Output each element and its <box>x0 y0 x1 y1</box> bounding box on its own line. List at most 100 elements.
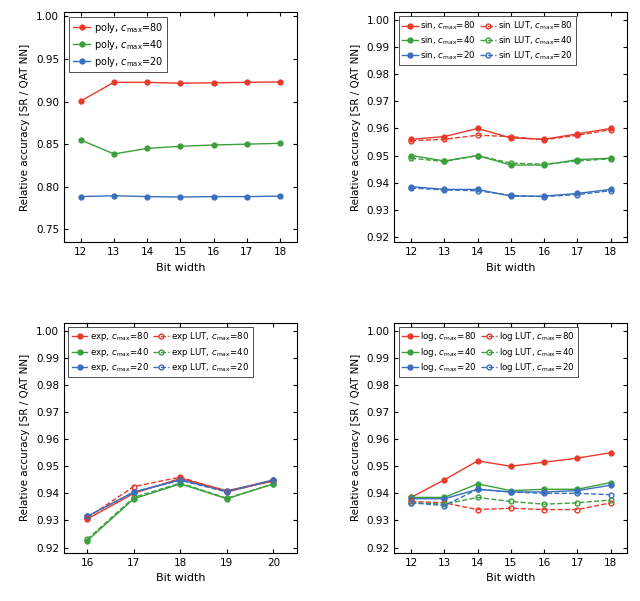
sin LUT, $c_{\rm max}$=20 <box>440 186 448 194</box>
sin, $c_{\rm max}$=80 <box>573 130 581 138</box>
sin, $c_{\rm max}$=80 <box>474 125 481 132</box>
Line: sin LUT, $c_{\rm max}$=20: sin LUT, $c_{\rm max}$=20 <box>409 186 613 199</box>
exp, $c_{\rm max}$=40 <box>130 495 138 502</box>
sin LUT, $c_{\rm max}$=80 <box>440 136 448 143</box>
sin, $c_{\rm max}$=20 <box>607 186 614 193</box>
log LUT, $c_{\rm max}$=80 <box>573 506 581 513</box>
log, $c_{\rm max}$=80 <box>540 459 548 466</box>
sin, $c_{\rm max}$=20 <box>507 192 515 200</box>
log, $c_{\rm max}$=20 <box>440 495 448 502</box>
poly, $c_{\rm max}$=80 <box>110 79 118 86</box>
Legend: exp, $c_{\rm max}$=80, exp, $c_{\rm max}$=40, exp, $c_{\rm max}$=20, exp LUT, $c: exp, $c_{\rm max}$=80, exp, $c_{\rm max}… <box>68 327 253 377</box>
exp LUT, $c_{\rm max}$=40 <box>83 535 91 543</box>
Y-axis label: Relative accuracy [SR / QAT NN]: Relative accuracy [SR / QAT NN] <box>351 354 361 522</box>
Line: log, $c_{\rm max}$=20: log, $c_{\rm max}$=20 <box>409 483 613 501</box>
exp LUT, $c_{\rm max}$=80 <box>177 474 184 481</box>
poly, $c_{\rm max}$=80 <box>177 79 184 87</box>
log LUT, $c_{\rm max}$=40 <box>440 501 448 508</box>
log, $c_{\rm max}$=80 <box>407 494 415 501</box>
Line: log, $c_{\rm max}$=80: log, $c_{\rm max}$=80 <box>409 450 613 500</box>
log, $c_{\rm max}$=20 <box>540 489 548 496</box>
exp LUT, $c_{\rm max}$=20 <box>223 489 231 496</box>
log LUT, $c_{\rm max}$=40 <box>607 496 614 504</box>
log LUT, $c_{\rm max}$=20 <box>474 486 481 493</box>
sin LUT, $c_{\rm max}$=20 <box>540 193 548 200</box>
exp LUT, $c_{\rm max}$=80 <box>130 483 138 490</box>
sin, $c_{\rm max}$=20 <box>474 186 481 193</box>
Line: poly, $c_{\rm max}$=20: poly, $c_{\rm max}$=20 <box>78 194 282 200</box>
sin LUT, $c_{\rm max}$=40 <box>507 159 515 166</box>
poly, $c_{\rm max}$=20 <box>210 193 218 200</box>
exp LUT, $c_{\rm max}$=20 <box>269 477 277 484</box>
Line: exp, $c_{\rm max}$=80: exp, $c_{\rm max}$=80 <box>85 476 276 522</box>
log LUT, $c_{\rm max}$=80 <box>507 505 515 512</box>
sin, $c_{\rm max}$=40 <box>407 152 415 159</box>
Line: sin LUT, $c_{\rm max}$=40: sin LUT, $c_{\rm max}$=40 <box>409 153 613 166</box>
log LUT, $c_{\rm max}$=20 <box>407 499 415 507</box>
sin LUT, $c_{\rm max}$=20 <box>507 192 515 199</box>
log LUT, $c_{\rm max}$=40 <box>573 499 581 507</box>
Line: sin LUT, $c_{\rm max}$=80: sin LUT, $c_{\rm max}$=80 <box>409 127 613 143</box>
exp, $c_{\rm max}$=40 <box>269 480 277 487</box>
log LUT, $c_{\rm max}$=20 <box>540 490 548 497</box>
Line: sin, $c_{\rm max}$=80: sin, $c_{\rm max}$=80 <box>409 126 613 142</box>
exp LUT, $c_{\rm max}$=80 <box>83 514 91 521</box>
Line: exp LUT, $c_{\rm max}$=20: exp LUT, $c_{\rm max}$=20 <box>85 478 276 519</box>
exp, $c_{\rm max}$=20 <box>269 476 277 483</box>
sin LUT, $c_{\rm max}$=80 <box>607 126 614 133</box>
poly, $c_{\rm max}$=40 <box>276 139 284 147</box>
log, $c_{\rm max}$=80 <box>507 463 515 470</box>
sin, $c_{\rm max}$=20 <box>440 186 448 193</box>
X-axis label: Bit width: Bit width <box>486 573 536 584</box>
Line: log, $c_{\rm max}$=40: log, $c_{\rm max}$=40 <box>409 480 613 500</box>
Line: poly, $c_{\rm max}$=80: poly, $c_{\rm max}$=80 <box>78 79 282 103</box>
log, $c_{\rm max}$=40 <box>573 486 581 493</box>
sin, $c_{\rm max}$=20 <box>540 192 548 200</box>
log, $c_{\rm max}$=20 <box>507 489 515 496</box>
poly, $c_{\rm max}$=20 <box>77 193 84 200</box>
poly, $c_{\rm max}$=20 <box>110 192 118 200</box>
log, $c_{\rm max}$=80 <box>440 476 448 483</box>
sin LUT, $c_{\rm max}$=20 <box>407 185 415 192</box>
poly, $c_{\rm max}$=80 <box>210 79 218 87</box>
sin LUT, $c_{\rm max}$=40 <box>440 158 448 165</box>
exp, $c_{\rm max}$=20 <box>83 513 91 520</box>
exp, $c_{\rm max}$=40 <box>177 480 184 487</box>
log, $c_{\rm max}$=80 <box>573 454 581 462</box>
exp LUT, $c_{\rm max}$=40 <box>130 494 138 501</box>
log, $c_{\rm max}$=40 <box>507 487 515 494</box>
exp LUT, $c_{\rm max}$=80 <box>223 489 231 496</box>
exp, $c_{\rm max}$=40 <box>83 537 91 545</box>
sin, $c_{\rm max}$=80 <box>507 135 515 142</box>
log LUT, $c_{\rm max}$=20 <box>507 489 515 496</box>
poly, $c_{\rm max}$=20 <box>243 193 251 200</box>
sin, $c_{\rm max}$=80 <box>607 125 614 132</box>
X-axis label: Bit width: Bit width <box>486 263 536 273</box>
sin LUT, $c_{\rm max}$=80 <box>407 137 415 144</box>
exp LUT, $c_{\rm max}$=20 <box>130 489 138 496</box>
Line: log LUT, $c_{\rm max}$=20: log LUT, $c_{\rm max}$=20 <box>409 487 613 508</box>
exp, $c_{\rm max}$=80 <box>269 478 277 485</box>
log LUT, $c_{\rm max}$=20 <box>573 490 581 497</box>
sin, $c_{\rm max}$=40 <box>540 162 548 169</box>
sin LUT, $c_{\rm max}$=40 <box>407 154 415 162</box>
log LUT, $c_{\rm max}$=80 <box>440 499 448 507</box>
exp LUT, $c_{\rm max}$=40 <box>269 480 277 487</box>
log, $c_{\rm max}$=20 <box>474 486 481 493</box>
sin LUT, $c_{\rm max}$=40 <box>474 152 481 159</box>
log LUT, $c_{\rm max}$=80 <box>607 499 614 507</box>
sin, $c_{\rm max}$=40 <box>607 154 614 162</box>
Y-axis label: Relative accuracy [SR / QAT NN]: Relative accuracy [SR / QAT NN] <box>20 354 31 522</box>
log, $c_{\rm max}$=40 <box>540 486 548 493</box>
log, $c_{\rm max}$=20 <box>573 487 581 494</box>
exp LUT, $c_{\rm max}$=20 <box>177 477 184 484</box>
poly, $c_{\rm max}$=40 <box>77 136 84 144</box>
sin, $c_{\rm max}$=20 <box>407 183 415 191</box>
Line: log LUT, $c_{\rm max}$=80: log LUT, $c_{\rm max}$=80 <box>409 499 613 512</box>
X-axis label: Bit width: Bit width <box>156 573 205 584</box>
exp LUT, $c_{\rm max}$=20 <box>83 513 91 520</box>
sin, $c_{\rm max}$=80 <box>540 136 548 143</box>
log LUT, $c_{\rm max}$=40 <box>474 494 481 501</box>
sin, $c_{\rm max}$=40 <box>440 157 448 165</box>
Legend: log, $c_{\rm max}$=80, log, $c_{\rm max}$=40, log, $c_{\rm max}$=20, log LUT, $c: log, $c_{\rm max}$=80, log, $c_{\rm max}… <box>399 327 578 377</box>
